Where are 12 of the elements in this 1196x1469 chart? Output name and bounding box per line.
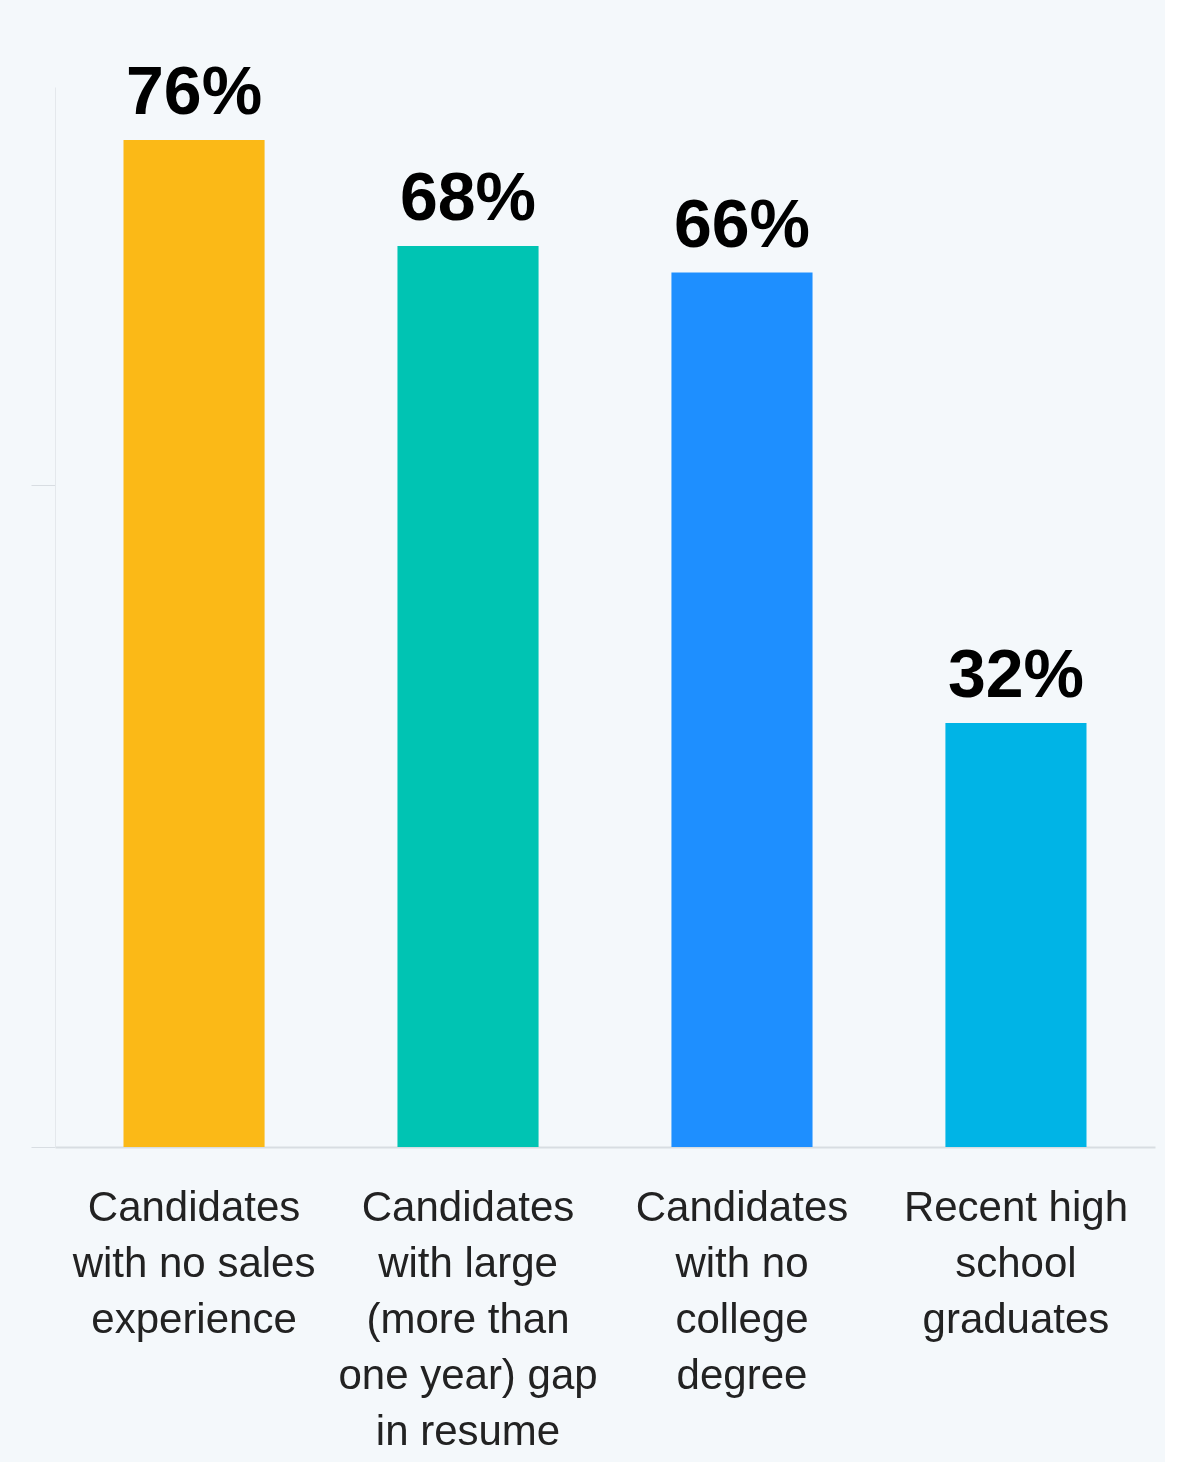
bar (397, 246, 539, 1147)
x-tick-label: Recent high school graduates (903, 1182, 1129, 1342)
bar (945, 723, 1087, 1147)
bar (123, 140, 265, 1147)
data-label: 76% (125, 52, 263, 128)
data-label: 68% (399, 158, 537, 234)
x-tick-label: Candidates with large (more than one year) gap in resume (338, 1182, 598, 1454)
x-tick-label: Candidates with no college degree (635, 1182, 849, 1398)
x-tick-label: Candidates with no sales experience (71, 1182, 316, 1342)
bar (671, 272, 813, 1147)
data-label: 66% (673, 184, 811, 261)
data-label: 32% (947, 635, 1085, 711)
